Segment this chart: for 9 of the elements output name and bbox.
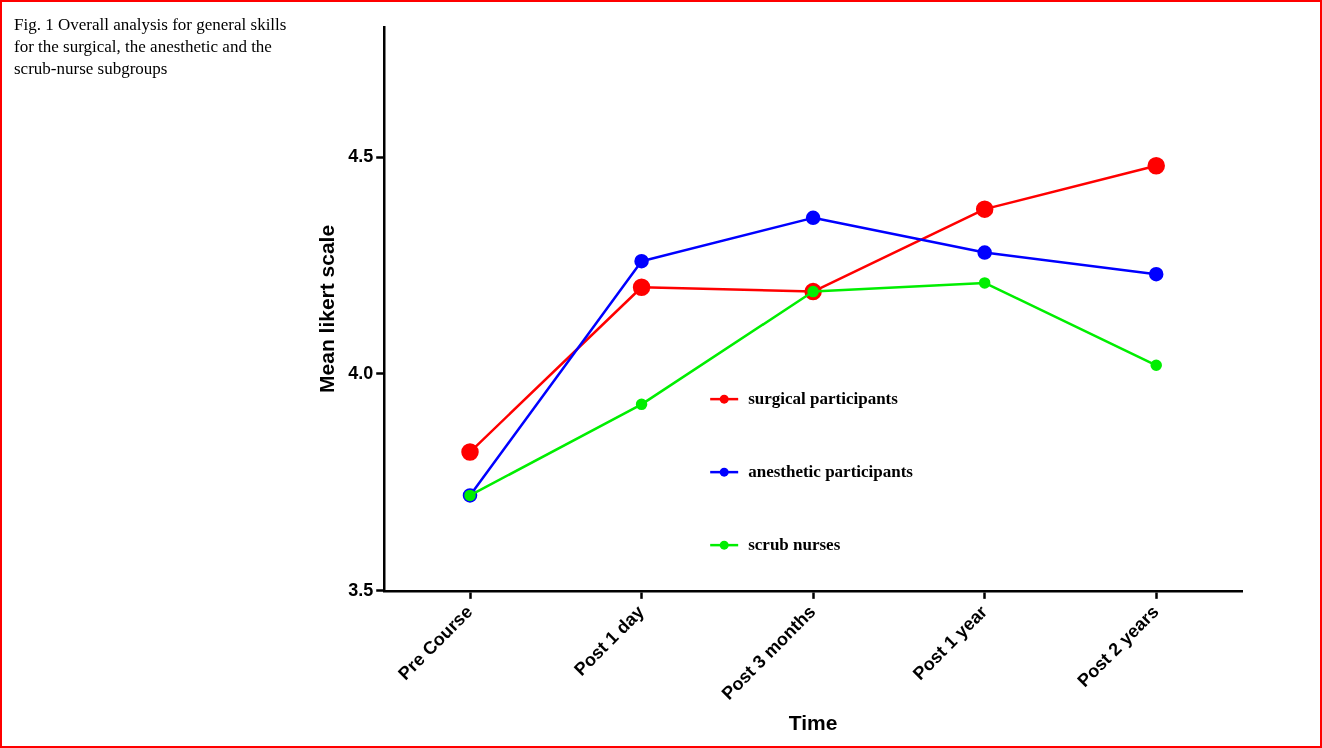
y-tick-label: 4.5 [348, 146, 374, 167]
legend-label: anesthetic participants [748, 461, 914, 481]
y-tick-label: 3.5 [348, 579, 374, 600]
x-axis-title: Time [788, 711, 838, 735]
legend-label: scrub nurses [748, 534, 841, 554]
legend-label: surgical participants [748, 388, 899, 408]
y-tick-label: 4.0 [348, 362, 374, 383]
y-axis-title: Mean likert scale [315, 224, 339, 393]
text: Fig. 1 Overall analysis for general skills for the surgical, the anesthetic and the scrub-nurse subgroups [14, 14, 288, 80]
